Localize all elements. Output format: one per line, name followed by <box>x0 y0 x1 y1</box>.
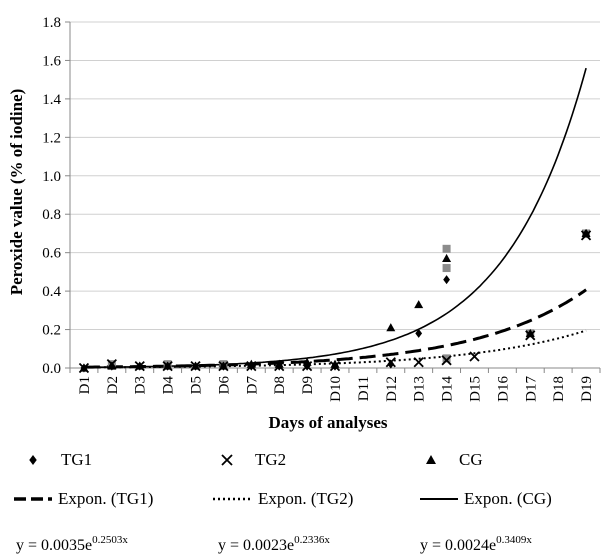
x-tick-label: D1 <box>77 376 93 394</box>
marker-diamond <box>443 275 450 285</box>
trendline <box>83 67 587 369</box>
marker-grey <box>442 244 451 253</box>
y-tick-label: 1.0 <box>42 169 61 185</box>
equation-exponent: 0.3409x <box>496 534 532 546</box>
x-tick-label: D19 <box>579 376 595 402</box>
marker-triangle <box>302 357 312 366</box>
y-tick-labels: 0.0 0.2 0.4 0.6 0.8 1.0 1.2 1.4 1.6 1.8 <box>42 15 61 377</box>
equation-exponent: 0.2336x <box>294 534 330 546</box>
y-tick-label: 0.4 <box>42 284 61 300</box>
legend-label: CG <box>459 450 483 469</box>
x-tick-label: D13 <box>412 376 428 402</box>
marker-x <box>413 357 424 368</box>
marker-triangle <box>274 359 284 368</box>
marker-x <box>469 351 480 362</box>
equation-text: y = 0.0023e0.2336x <box>218 534 330 554</box>
legend-label: Expon. (CG) <box>464 489 552 508</box>
marker-diamond <box>387 359 395 369</box>
y-tick-label: 1.8 <box>42 15 61 31</box>
x-tick-label: D15 <box>467 376 483 402</box>
trendlines <box>83 67 587 369</box>
y-tick-label: 1.4 <box>42 92 61 108</box>
equation-text: y = 0.0024e0.3409x <box>420 534 532 554</box>
x-tick-label: D17 <box>523 376 539 402</box>
x-tick-label: D11 <box>356 376 372 401</box>
marker-x <box>441 355 452 366</box>
marker-triangle <box>246 359 256 368</box>
marker-grey <box>442 354 451 363</box>
y-tick-label: 0.6 <box>42 246 61 262</box>
x-tick-label: D8 <box>272 376 288 394</box>
marker-triangle <box>581 228 591 238</box>
marker-triangle <box>107 361 117 370</box>
grid-lines <box>70 21 600 331</box>
x-tick-label: D12 <box>384 376 400 402</box>
marker-triangle <box>135 361 145 370</box>
x-tick-label: D4 <box>161 376 177 395</box>
y-axis-label: Peroxide value (% of iodine) <box>7 89 26 296</box>
marker-triangle <box>525 328 535 337</box>
x-tick-labels: D1 D2 D3 D4 D5 D6 D7 D8 D9 D10 D11 D12 D13 D14 D15 D16 D… <box>77 376 595 402</box>
x-tick-label: D10 <box>328 376 344 402</box>
trendline-equations: y = 0.0035e0.2503x y = 0.0023e0.2336x y = … <box>16 534 532 554</box>
marker-x <box>385 357 396 368</box>
marker-diamond <box>415 328 423 338</box>
marker-x <box>221 454 233 466</box>
legend-label: Expon. (TG2) <box>258 489 353 508</box>
marker-triangle <box>218 361 228 370</box>
x-tick-label: D5 <box>189 376 205 394</box>
y-tick-label: 1.2 <box>42 130 61 146</box>
marker-triangle <box>330 359 340 368</box>
marker-diamond <box>29 455 37 465</box>
legend-label: Expon. (TG1) <box>58 489 153 508</box>
equation-text: y = 0.0035e0.2503x <box>16 534 128 554</box>
legend-label: TG2 <box>255 450 286 469</box>
axes <box>65 21 601 373</box>
marker-triangle <box>426 455 436 464</box>
marker-triangle <box>163 361 173 370</box>
x-tick-label: D7 <box>244 376 260 395</box>
y-tick-label: 0.2 <box>42 323 61 339</box>
y-tick-label: 1.6 <box>42 53 61 69</box>
marker-triangle <box>79 363 89 372</box>
x-tick-label: D16 <box>495 376 511 402</box>
x-tick-label: D9 <box>300 376 316 394</box>
y-tick-label: 0.8 <box>42 207 61 223</box>
y-tick-label: 0.0 <box>42 361 61 377</box>
data-markers <box>78 228 592 374</box>
x-tick-label: D3 <box>133 376 149 394</box>
x-axis-label: Days of analyses <box>268 413 387 432</box>
marker-x <box>301 360 313 372</box>
legend-label: TG1 <box>61 450 92 469</box>
x-tick-label: D6 <box>216 376 232 395</box>
marker-triangle <box>414 300 424 309</box>
trendline <box>83 288 587 369</box>
equation-exponent: 0.2503x <box>92 534 128 546</box>
x-tick-label: D2 <box>105 376 121 394</box>
marker-triangle <box>442 253 452 263</box>
legend: TG1 TG2 CG Expon. (TG1) Expon. (TG2) Expon. (… <box>14 450 552 508</box>
marker-triangle <box>191 361 201 370</box>
x-tick-label: D14 <box>440 376 456 402</box>
marker-triangle <box>386 323 396 332</box>
x-tick-label: D18 <box>551 376 567 402</box>
marker-grey <box>442 264 451 273</box>
